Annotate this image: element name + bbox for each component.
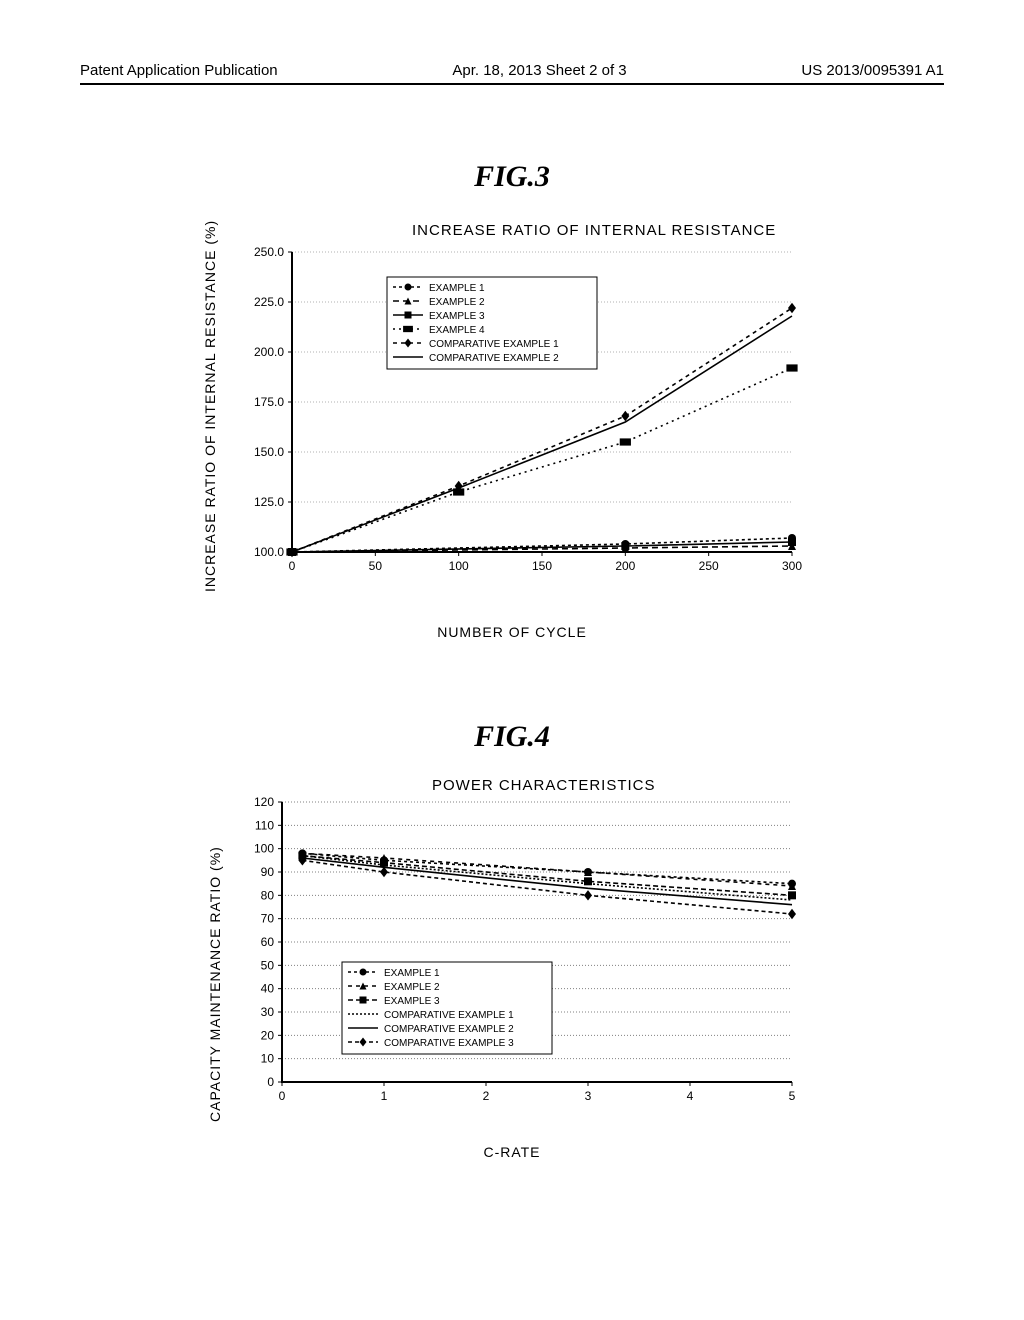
y-tick-label: 100 bbox=[254, 842, 274, 856]
figure-3: FIG.3 INCREASE RATIO OF INTERNAL RESISTA… bbox=[212, 160, 812, 632]
legend-label: EXAMPLE 1 bbox=[384, 968, 440, 979]
fig4-xlabel: C-RATE bbox=[212, 1144, 812, 1160]
fig4-ylabel: CAPACITY MAINTENANCE RATIO (%) bbox=[207, 846, 223, 1122]
header-mid: Apr. 18, 2013 Sheet 2 of 3 bbox=[452, 62, 626, 79]
legend: EXAMPLE 1 EXAMPLE 2 EXAMPLE 3 EXAMPLE 4 COMP… bbox=[387, 277, 597, 369]
x-tick-label: 5 bbox=[789, 1089, 796, 1103]
y-tick-label: 225.0 bbox=[254, 295, 284, 309]
series-line bbox=[302, 853, 792, 886]
y-tick-label: 100.0 bbox=[254, 545, 284, 559]
x-tick-label: 300 bbox=[782, 559, 802, 573]
page: Patent Application Publication Apr. 18, … bbox=[0, 0, 1024, 1320]
y-tick-label: 50 bbox=[261, 958, 275, 972]
series-marker bbox=[584, 890, 592, 900]
y-tick-label: 30 bbox=[261, 1005, 275, 1019]
fig4-svg: 0 10 20 30 40 50 60 70 80 90 100 110 120 0 1 2 3 4 5 EXAMPL… bbox=[212, 772, 812, 1122]
figure-4-label: FIG.4 bbox=[212, 720, 812, 754]
fig3-chart: INCREASE RATIO OF INTERNAL RESISTANCE (%… bbox=[212, 212, 812, 632]
y-tick-label: 250.0 bbox=[254, 245, 284, 259]
y-tick-label: 200.0 bbox=[254, 345, 284, 359]
legend-label: EXAMPLE 3 bbox=[429, 311, 485, 322]
legend-label: COMPARATIVE EXAMPLE 2 bbox=[384, 1024, 514, 1035]
figure-4: FIG.4 CAPACITY MAINTENANCE RATIO (%) POW… bbox=[212, 720, 812, 1152]
series-marker bbox=[621, 542, 629, 550]
x-tick-label: 0 bbox=[279, 1089, 286, 1103]
series-marker bbox=[788, 909, 796, 919]
legend-label: EXAMPLE 3 bbox=[384, 996, 440, 1007]
x-tick-label: 50 bbox=[369, 559, 383, 573]
y-tick-label: 10 bbox=[261, 1052, 275, 1066]
y-tick-label: 80 bbox=[261, 888, 275, 902]
legend-label: COMPARATIVE EXAMPLE 3 bbox=[384, 1038, 514, 1049]
fig3-title: INCREASE RATIO OF INTERNAL RESISTANCE bbox=[412, 222, 776, 239]
x-tick-label: 3 bbox=[585, 1089, 592, 1103]
x-tick-label: 100 bbox=[449, 559, 469, 573]
fig3-ylabel: INCREASE RATIO OF INTERNAL RESISTANCE (%… bbox=[202, 220, 218, 592]
figure-3-label: FIG.3 bbox=[212, 160, 812, 194]
series-line bbox=[302, 860, 792, 914]
series-line bbox=[302, 856, 792, 896]
x-tick-label: 2 bbox=[483, 1089, 490, 1103]
series-marker bbox=[788, 303, 796, 313]
y-tick-label: 60 bbox=[261, 935, 275, 949]
fig4-chart: CAPACITY MAINTENANCE RATIO (%) POWER CHA… bbox=[212, 772, 812, 1152]
legend-label: COMPARATIVE EXAMPLE 1 bbox=[384, 1010, 514, 1021]
header-left: Patent Application Publication bbox=[80, 62, 278, 79]
legend: EXAMPLE 1 EXAMPLE 2 EXAMPLE 3 COMPARATIVE E… bbox=[342, 962, 552, 1054]
series-marker bbox=[788, 891, 796, 899]
y-tick-label: 40 bbox=[261, 982, 275, 996]
x-tick-label: 1 bbox=[381, 1089, 388, 1103]
fig3-svg: 100.0 125.0 150.0 175.0 200.0 225.0 250.0 0 50 10… bbox=[212, 212, 812, 602]
series-line bbox=[292, 368, 792, 552]
series-marker bbox=[620, 438, 631, 445]
x-tick-label: 150 bbox=[532, 559, 552, 573]
y-tick-label: 0 bbox=[267, 1075, 274, 1089]
x-tick-label: 0 bbox=[289, 559, 296, 573]
y-tick-label: 175.0 bbox=[254, 395, 284, 409]
page-header: Patent Application Publication Apr. 18, … bbox=[80, 62, 944, 85]
legend-label: EXAMPLE 1 bbox=[429, 283, 485, 294]
legend-label: EXAMPLE 4 bbox=[429, 325, 485, 336]
y-tick-label: 120 bbox=[254, 795, 274, 809]
legend-label: COMPARATIVE EXAMPLE 2 bbox=[429, 353, 559, 364]
y-tick-label: 70 bbox=[261, 912, 275, 926]
series-marker bbox=[788, 538, 796, 546]
legend-label: COMPARATIVE EXAMPLE 1 bbox=[429, 339, 559, 350]
header-right: US 2013/0095391 A1 bbox=[801, 62, 944, 79]
y-tick-label: 150.0 bbox=[254, 445, 284, 459]
series-marker bbox=[786, 364, 797, 371]
fig3-xlabel: NUMBER OF CYCLE bbox=[212, 624, 812, 640]
legend-label: EXAMPLE 2 bbox=[384, 982, 440, 993]
x-tick-label: 200 bbox=[615, 559, 635, 573]
legend-label: EXAMPLE 2 bbox=[429, 297, 485, 308]
y-tick-label: 20 bbox=[261, 1028, 275, 1042]
y-tick-label: 90 bbox=[261, 865, 275, 879]
fig4-title: POWER CHARACTERISTICS bbox=[432, 777, 656, 794]
y-tick-label: 125.0 bbox=[254, 495, 284, 509]
x-tick-label: 4 bbox=[687, 1089, 694, 1103]
x-tick-label: 250 bbox=[699, 559, 719, 573]
y-tick-label: 110 bbox=[255, 818, 274, 832]
